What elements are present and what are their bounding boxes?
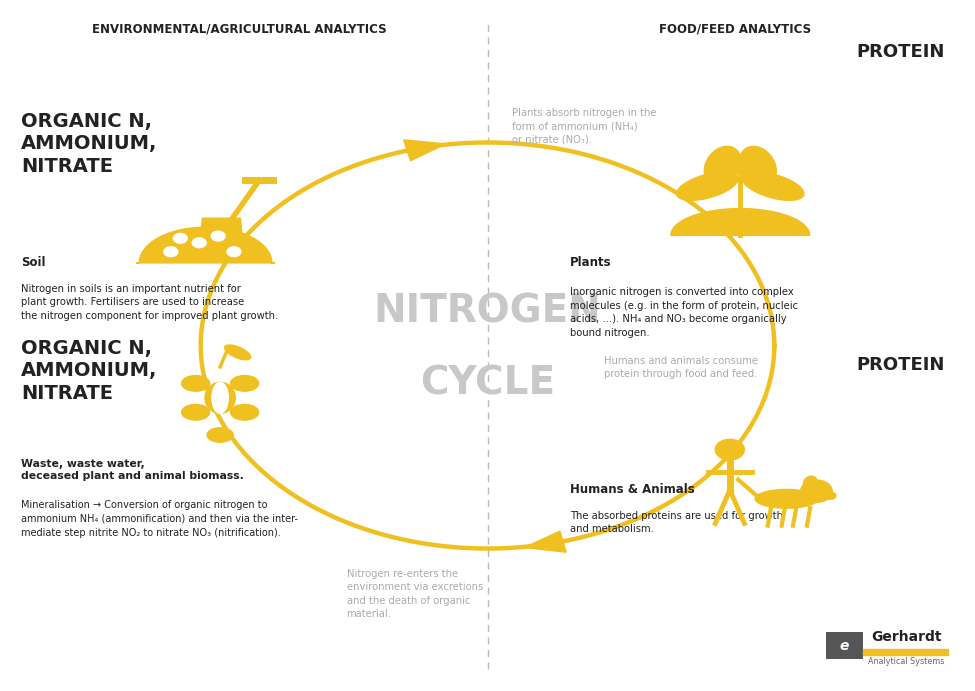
Text: Humans and animals consume
protein through food and feed.: Humans and animals consume protein throu… xyxy=(604,356,759,379)
Polygon shape xyxy=(404,140,446,161)
Polygon shape xyxy=(199,218,244,247)
Circle shape xyxy=(800,480,833,502)
FancyBboxPatch shape xyxy=(826,632,863,659)
Circle shape xyxy=(227,247,241,256)
Ellipse shape xyxy=(231,375,258,391)
Text: Gerhardt: Gerhardt xyxy=(872,630,942,643)
Circle shape xyxy=(192,238,206,247)
Text: Soil: Soil xyxy=(20,256,45,269)
Text: NITROGEN: NITROGEN xyxy=(373,292,602,330)
Polygon shape xyxy=(525,531,566,552)
Text: ORGANIC N,
AMMONIUM,
NITRATE: ORGANIC N, AMMONIUM, NITRATE xyxy=(20,111,157,176)
Text: FOOD/FEED ANALYTICS: FOOD/FEED ANALYTICS xyxy=(659,22,811,35)
Text: Nitrogen re-enters the
environment via excretions
and the death of organic
mater: Nitrogen re-enters the environment via e… xyxy=(346,569,483,618)
Text: Humans & Animals: Humans & Animals xyxy=(570,483,695,496)
Text: Nitrogen in soils is an important nutrient for
plant growth. Fertilisers are use: Nitrogen in soils is an important nutrie… xyxy=(20,283,278,321)
Circle shape xyxy=(164,247,177,256)
Text: Analytical Systems: Analytical Systems xyxy=(869,657,945,666)
Ellipse shape xyxy=(181,375,210,391)
Bar xyxy=(863,649,949,655)
Ellipse shape xyxy=(740,146,776,186)
Text: ENVIRONMENTAL/AGRICULTURAL ANALYTICS: ENVIRONMENTAL/AGRICULTURAL ANALYTICS xyxy=(93,22,387,35)
Polygon shape xyxy=(671,209,810,236)
Ellipse shape xyxy=(205,382,235,413)
Text: e: e xyxy=(839,638,849,652)
Ellipse shape xyxy=(207,428,233,442)
Ellipse shape xyxy=(231,404,258,420)
Text: The absorbed proteins are used for growth
and metabolism.: The absorbed proteins are used for growt… xyxy=(570,511,783,534)
Ellipse shape xyxy=(181,404,210,420)
Ellipse shape xyxy=(704,146,741,186)
Polygon shape xyxy=(136,227,275,263)
Ellipse shape xyxy=(755,489,818,508)
Text: Plants: Plants xyxy=(570,256,611,269)
Text: Plants absorb nitrogen in the
form of ammonium (NH₄)
or nitrate (NO₃).: Plants absorb nitrogen in the form of am… xyxy=(512,108,656,144)
Ellipse shape xyxy=(212,382,228,413)
Text: Inorganic nitrogen is converted into complex
molecules (e.g. in the form of prot: Inorganic nitrogen is converted into com… xyxy=(570,287,799,338)
Text: ORGANIC N,
AMMONIUM,
NITRATE: ORGANIC N, AMMONIUM, NITRATE xyxy=(20,339,157,403)
Text: PROTEIN: PROTEIN xyxy=(856,356,945,374)
Circle shape xyxy=(212,231,225,241)
Ellipse shape xyxy=(742,172,804,200)
Text: CYCLE: CYCLE xyxy=(420,364,555,402)
Ellipse shape xyxy=(224,345,251,360)
Circle shape xyxy=(174,234,187,243)
Ellipse shape xyxy=(822,492,836,500)
Ellipse shape xyxy=(677,172,738,200)
Text: Waste, waste water,
deceased plant and animal biomass.: Waste, waste water, deceased plant and a… xyxy=(20,459,244,482)
Circle shape xyxy=(716,439,744,460)
Text: PROTEIN: PROTEIN xyxy=(856,43,945,61)
Text: Mineralisation → Conversion of organic nitrogen to
ammonium NH₄ (ammonification): Mineralisation → Conversion of organic n… xyxy=(20,500,297,538)
Ellipse shape xyxy=(803,476,817,489)
